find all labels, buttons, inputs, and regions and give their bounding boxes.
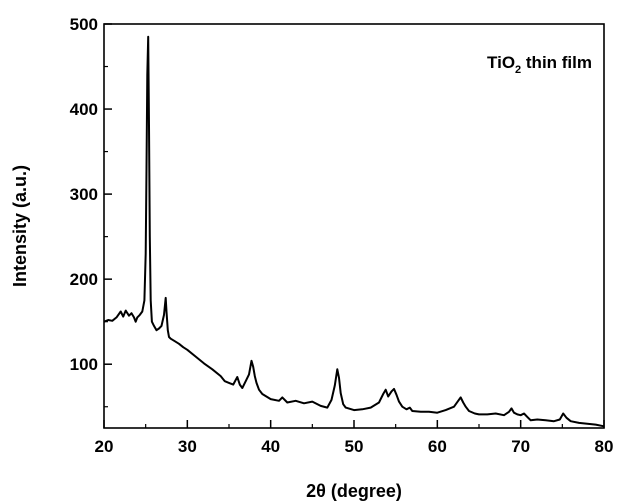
major-ticks	[103, 23, 605, 428]
x-tick-label: 40	[261, 437, 280, 456]
annotation-subscript: 2	[515, 64, 521, 76]
x-tick-label: 60	[428, 437, 447, 456]
y-tick-label: 400	[70, 100, 98, 119]
x-tick-label: 30	[178, 437, 197, 456]
series-line-xrd-pattern	[103, 35, 605, 428]
y-tick-labels: 100 200 300 400 500	[70, 15, 98, 374]
chart-annotation-label: TiO2 thin film	[487, 53, 592, 76]
x-tick-label: 50	[345, 437, 364, 456]
annotation-main: TiO	[487, 53, 515, 72]
y-tick-label: 500	[70, 15, 98, 34]
x-tick-label: 80	[595, 437, 614, 456]
x-axis-title: 2θ (degree)	[306, 481, 402, 501]
x-tick-label: 20	[95, 437, 114, 456]
annotation-rest: thin film	[521, 53, 592, 72]
y-axis-title: Intensity (a.u.)	[10, 165, 30, 287]
x-tick-label: 70	[511, 437, 530, 456]
x-tick-labels: 20 30 40 50 60 70 80	[95, 437, 614, 456]
y-tick-label: 100	[70, 355, 98, 374]
plot-frame	[103, 23, 605, 429]
y-tick-label: 300	[70, 185, 98, 204]
y-tick-label: 200	[70, 270, 98, 289]
minor-ticks	[104, 65, 563, 428]
